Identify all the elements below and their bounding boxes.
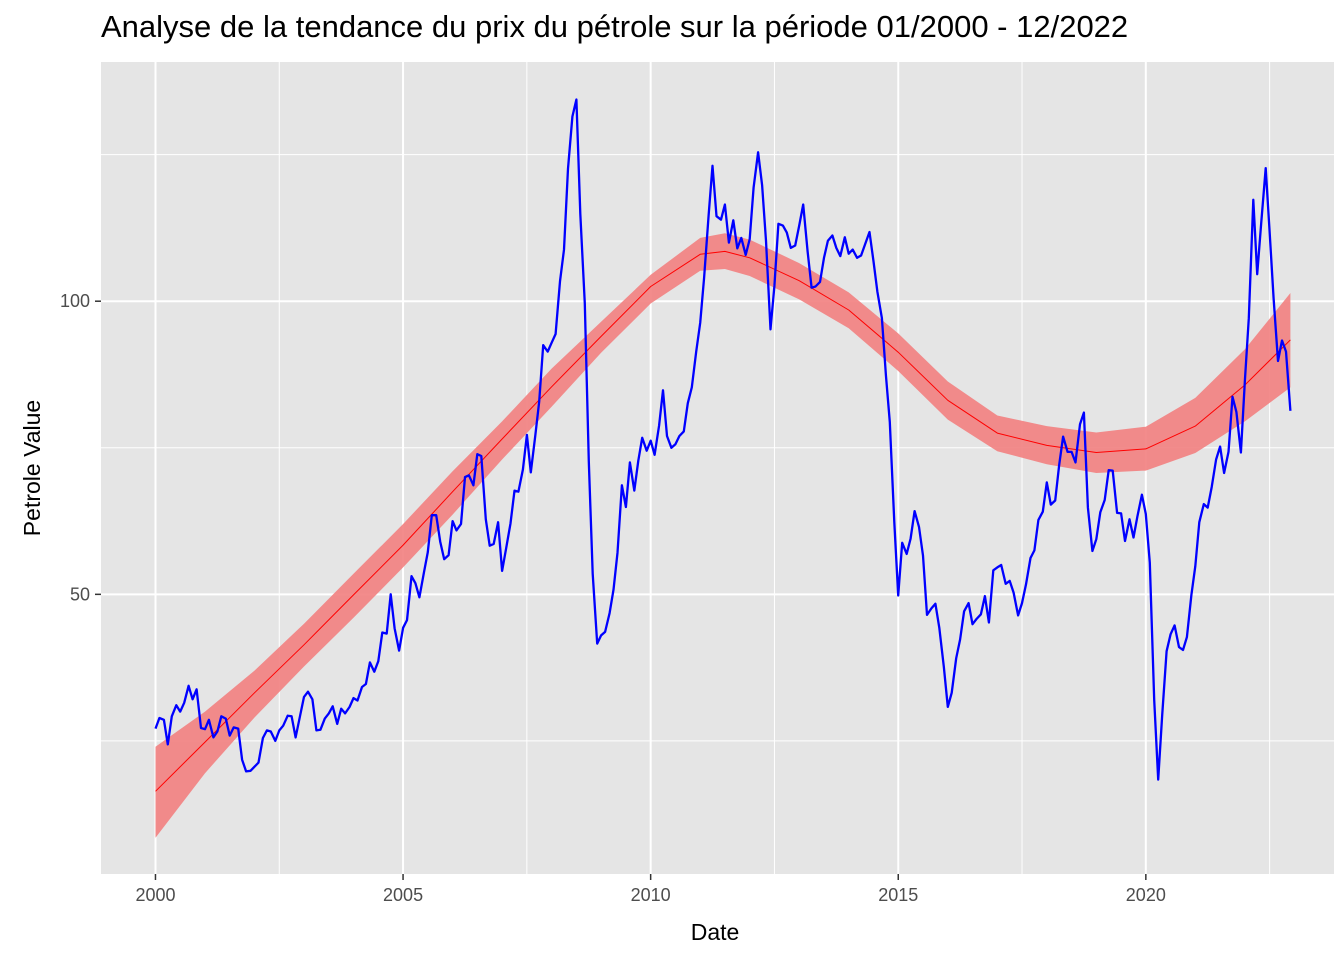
oil-price-line — [154, 98, 1292, 781]
x-axis-ticks: 2000 2005 2010 2015 2020 — [135, 874, 1166, 905]
x-axis-title: Date — [691, 919, 740, 945]
x-tick-label: 2005 — [383, 885, 423, 905]
x-tick-label: 2015 — [878, 885, 918, 905]
y-tick-label: 50 — [70, 584, 90, 604]
y-axis-title: Petrole Value — [19, 400, 45, 536]
y-axis-ticks: 50 100 — [60, 291, 101, 604]
x-tick-label: 2020 — [1126, 885, 1166, 905]
x-tick-label: 2000 — [135, 885, 175, 905]
major-gridlines — [101, 62, 1334, 874]
price-series-layer — [154, 98, 1292, 781]
trend-line — [155, 250, 1291, 792]
x-tick-label: 2010 — [631, 885, 671, 905]
trend-line-layer — [155, 250, 1291, 792]
chart-title: Analyse de la tendance du prix du pétrol… — [101, 9, 1129, 44]
y-tick-label: 100 — [60, 291, 90, 311]
